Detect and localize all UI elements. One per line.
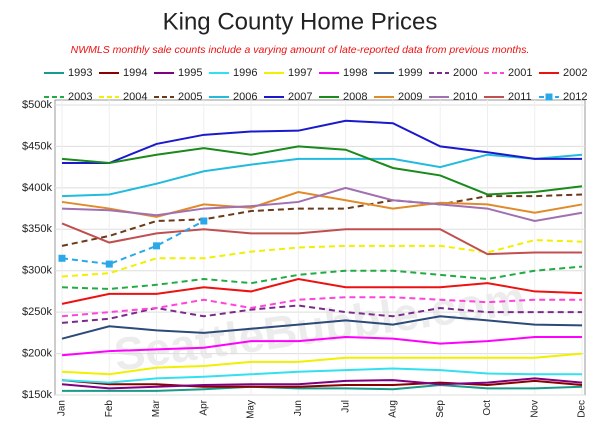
legend-label: 2000 (453, 67, 477, 79)
x-tick-label: Aug (388, 400, 399, 418)
y-tick-label: $350k (22, 223, 52, 235)
legend-label: 1993 (68, 67, 92, 79)
chart-title: King County Home Prices (163, 8, 438, 35)
point-marker (58, 254, 66, 262)
series-line (61, 186, 583, 223)
legend-label: 1995 (178, 67, 202, 79)
y-tick-label: $300k (22, 265, 52, 277)
legend-label: 2012 (563, 91, 587, 103)
legend-label: 1996 (233, 67, 257, 79)
x-tick-label: Jan (57, 400, 68, 416)
series-line (61, 315, 583, 340)
series-line (62, 384, 583, 392)
point-marker (105, 260, 113, 268)
legend-label: 2005 (178, 91, 202, 103)
x-tick-label: Sep (435, 400, 446, 418)
x-tick-label: Apr (198, 399, 209, 415)
x-tick-label: Jun (293, 400, 304, 416)
legend-label: 2001 (508, 67, 532, 79)
x-tick-label: Dec (577, 400, 588, 418)
legend-label: 2003 (68, 91, 92, 103)
y-tick-label: $250k (22, 306, 52, 318)
x-tick-label: Nov (529, 400, 540, 418)
y-tick-label: $450k (22, 140, 52, 152)
series-line (61, 265, 583, 290)
series-line (61, 145, 583, 196)
legend-label: 2009 (398, 91, 422, 103)
series-line (61, 220, 205, 266)
y-tick-label: $200k (22, 347, 52, 359)
point-marker (153, 242, 161, 250)
series-line (61, 379, 583, 388)
x-tick-label: Mar (151, 399, 162, 417)
series-line (61, 377, 583, 390)
x-tick-label: Feb (104, 400, 115, 418)
legend-label: 2010 (453, 91, 477, 103)
chart-subtitle: NWMLS monthly sale counts include a vary… (71, 44, 530, 56)
legend-label: 2004 (123, 91, 147, 103)
legend-label: 2007 (288, 91, 312, 103)
y-tick-label: $150k (22, 389, 52, 401)
series-line (61, 352, 583, 376)
series-line (61, 222, 582, 256)
series-line (61, 277, 583, 305)
legend-marker (545, 93, 553, 101)
legend-label: 2002 (563, 67, 587, 79)
series-line (61, 335, 582, 357)
legend-label: 2006 (233, 91, 257, 103)
point-marker (200, 217, 208, 225)
legend-label: 1998 (343, 67, 367, 79)
series-line (61, 239, 583, 278)
series-line (61, 304, 582, 324)
legend-label: 2008 (343, 91, 367, 103)
legend-label: 1997 (288, 67, 312, 79)
series-line (61, 193, 583, 247)
x-tick-label: May (246, 400, 257, 419)
series-line (62, 119, 582, 164)
series-line (61, 367, 582, 384)
y-tick-label: $400k (22, 182, 52, 194)
series-line (61, 153, 583, 198)
x-tick-label: Jul (340, 400, 351, 413)
legend-label: 1994 (123, 67, 147, 79)
y-tick-label: $500k (22, 99, 52, 111)
legend-label: 2011 (508, 91, 532, 103)
legend-label: 1999 (398, 67, 422, 79)
series-line (61, 190, 583, 218)
series-line (61, 296, 582, 318)
x-tick-label: Oct (482, 400, 493, 416)
